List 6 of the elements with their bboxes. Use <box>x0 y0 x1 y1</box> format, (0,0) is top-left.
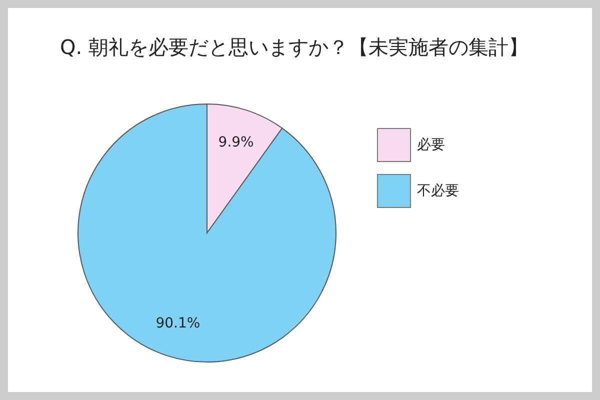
chart-title: Q. 朝礼を必要だと思いますか？【未実施者の集計】 <box>60 35 528 59</box>
data-label: 9.9% <box>218 134 254 151</box>
pie-slice <box>78 104 336 362</box>
data-label: 90.1% <box>156 315 200 332</box>
legend-label: 不必要 <box>417 183 459 199</box>
legend-label: 必要 <box>417 137 445 153</box>
